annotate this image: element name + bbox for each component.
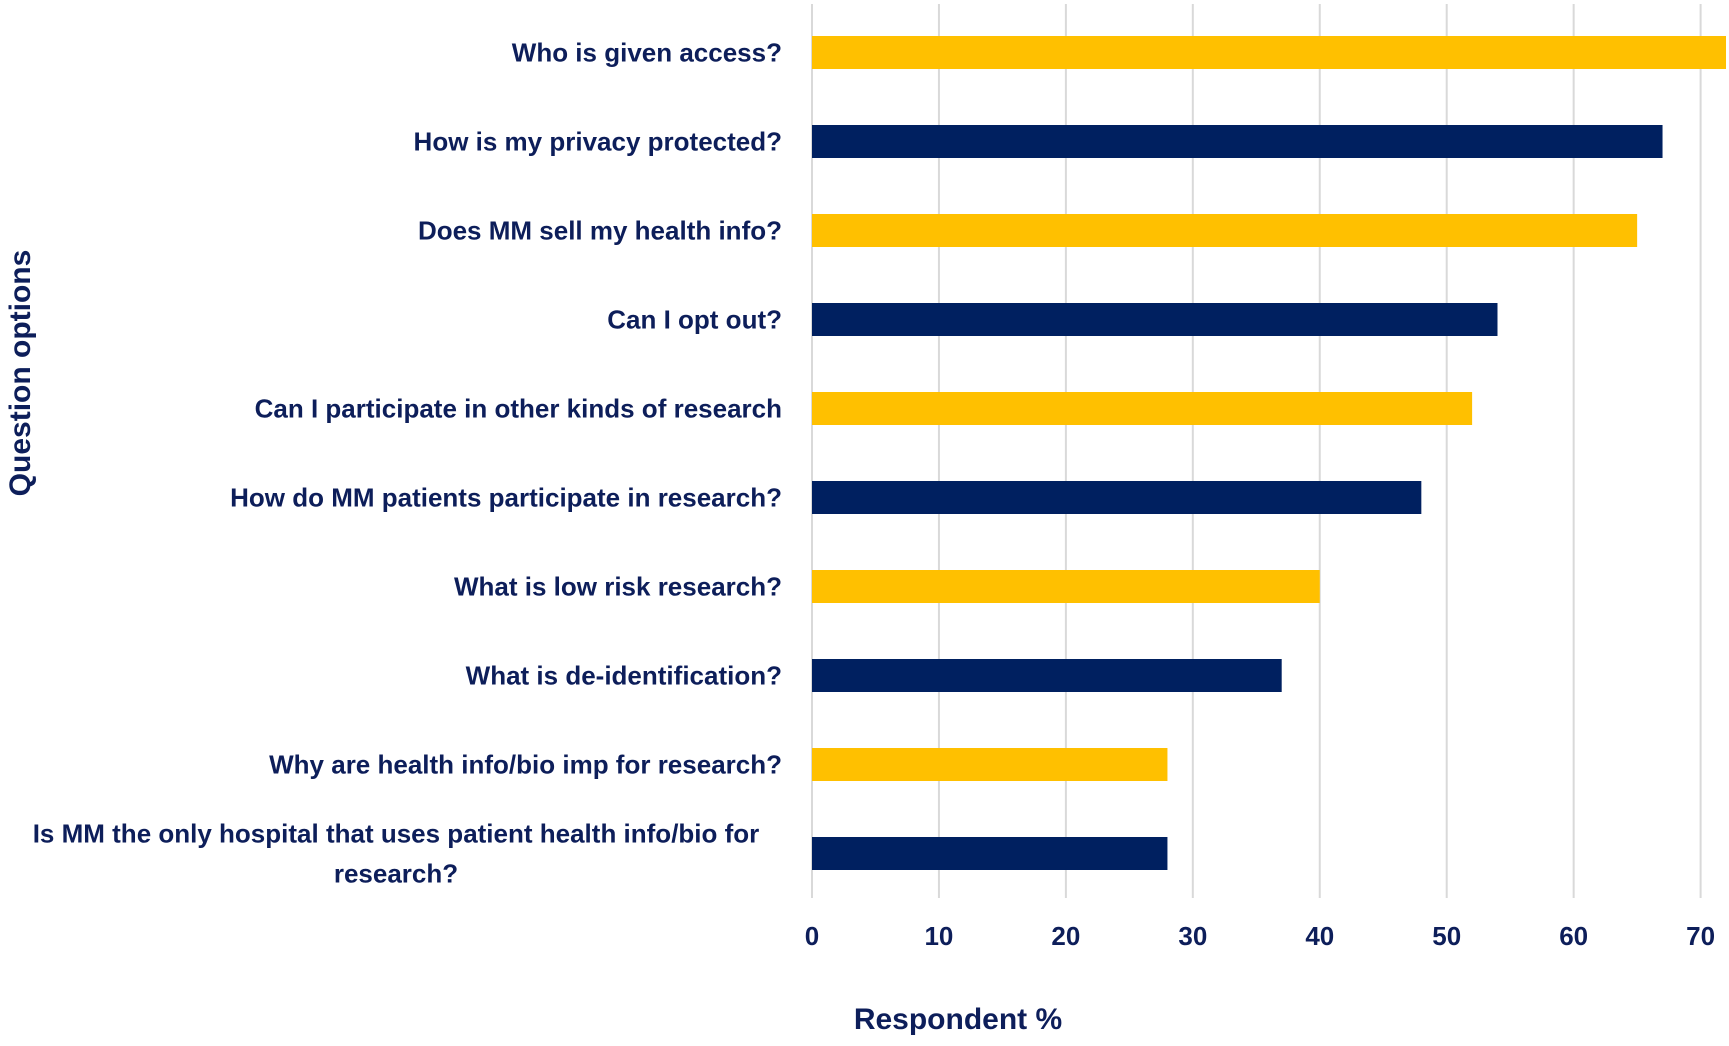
category-label: Can I participate in other kinds of rese… (255, 394, 782, 424)
category-label: How is my privacy protected? (414, 127, 782, 157)
category-label-line: Is MM the only hospital that uses patien… (33, 819, 760, 849)
category-label: What is de-identification? (466, 661, 782, 691)
x-tick-label: 30 (1178, 921, 1207, 951)
bar (812, 303, 1498, 336)
category-label: Does MM sell my health info? (418, 216, 782, 246)
x-tick-label: 60 (1559, 921, 1588, 951)
bar (812, 36, 1726, 69)
bar (812, 125, 1663, 158)
bar (812, 481, 1422, 514)
bar (812, 392, 1473, 425)
y-axis-title: Question options (4, 250, 37, 497)
category-label: Why are health info/bio imp for research… (269, 750, 782, 780)
bar (812, 659, 1282, 692)
category-label: Who is given access? (512, 38, 782, 68)
x-tick-label: 20 (1051, 921, 1080, 951)
bars (812, 36, 1726, 870)
x-tick-label: 70 (1686, 921, 1715, 951)
category-labels: Who is given access? How is my privacy pr… (33, 38, 782, 889)
category-label: What is low risk research? (454, 572, 782, 602)
x-tick-label: 50 (1432, 921, 1461, 951)
x-tick-labels: 0 10 20 30 40 50 60 70 (805, 921, 1715, 951)
bar (812, 748, 1168, 781)
bar (812, 570, 1320, 603)
x-tick-label: 10 (924, 921, 953, 951)
category-label: How do MM patients participate in resear… (230, 483, 782, 513)
x-axis-title: Respondent % (854, 1003, 1062, 1036)
x-tick-label: 40 (1305, 921, 1334, 951)
category-label-line: research? (334, 859, 458, 889)
category-label: Is MM the only hospital that uses patien… (33, 819, 760, 889)
bar (812, 837, 1168, 870)
category-label: Can I opt out? (607, 305, 782, 335)
x-tick-label: 0 (805, 921, 819, 951)
bar (812, 214, 1638, 247)
